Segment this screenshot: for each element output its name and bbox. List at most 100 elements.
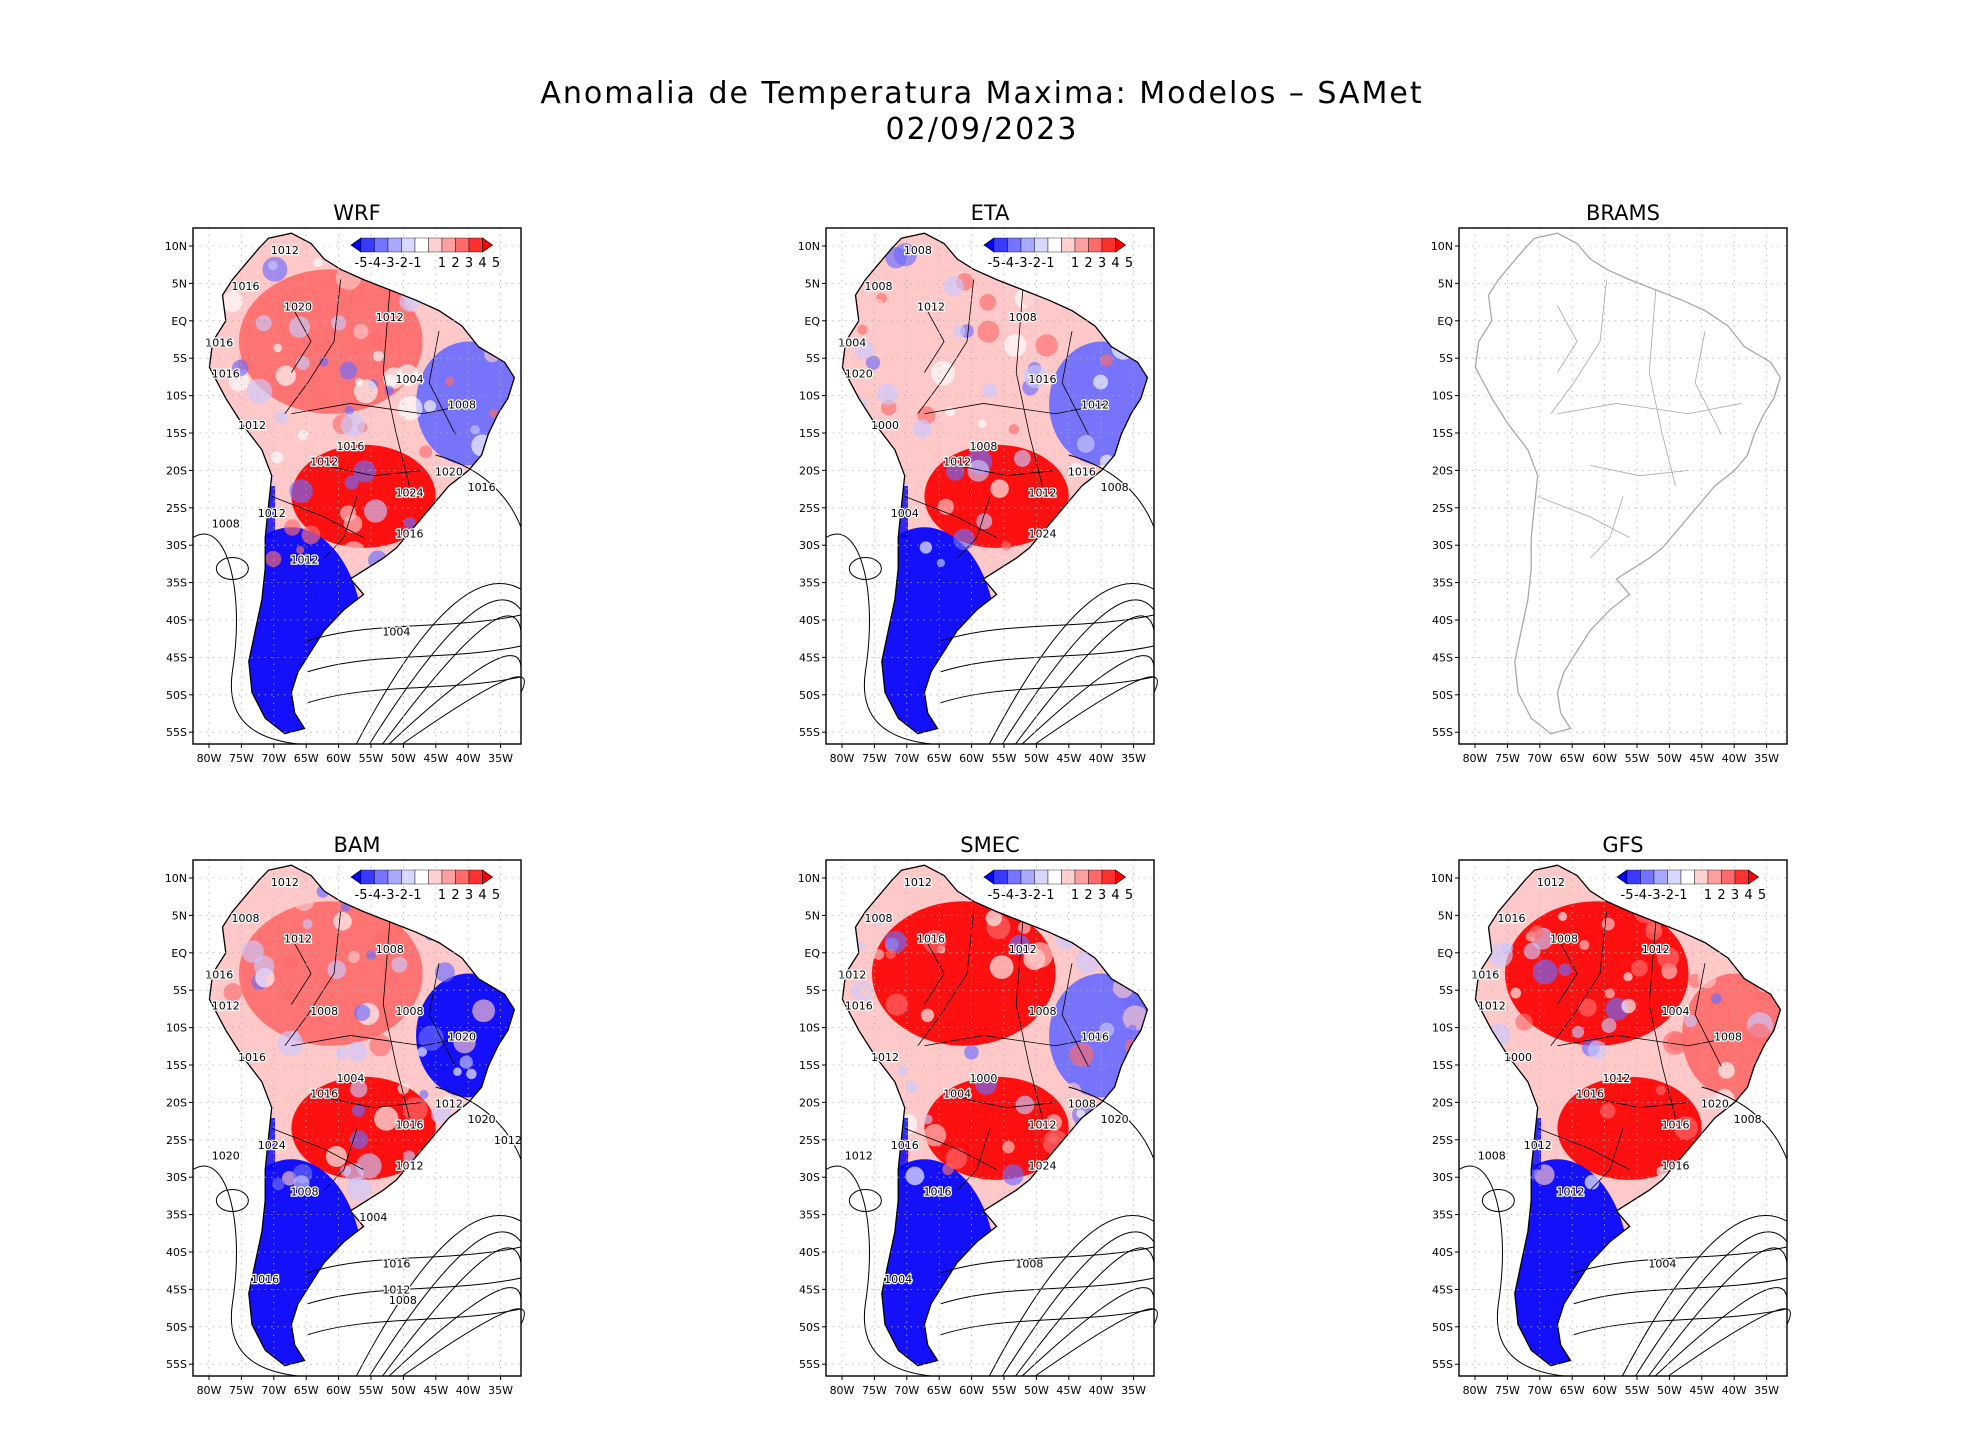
isobar-label: 1016 [395, 1118, 423, 1131]
country-border [1537, 1127, 1630, 1170]
isobar-label: 1012 [395, 1160, 423, 1173]
lat-tick-label: 20S [1432, 1096, 1453, 1109]
isobar-label: 1012 [494, 1134, 522, 1147]
lat-tick-label: 45S [1432, 1283, 1453, 1296]
isobar-label: 1004 [1661, 1005, 1689, 1018]
lon-tick-label: 80W [1463, 752, 1488, 765]
colorbar-label: -2 [395, 888, 408, 903]
country-border [291, 937, 312, 1005]
graticule [1459, 860, 1787, 1376]
colorbar-label: 2 [1717, 888, 1725, 903]
lon-tick-label: 35W [488, 1384, 513, 1397]
graticule [1459, 228, 1787, 744]
lon-tick-label: 45W [1056, 1384, 1081, 1397]
lat-tick-label: 15S [166, 427, 187, 440]
lon-tick-label: 60W [326, 1384, 351, 1397]
isobar-label: 1012 [1602, 1072, 1630, 1085]
lat-tick-label: 5S [173, 984, 187, 997]
colorbar: -5 -4 -3 -2 -1 1 2 3 4 5 [983, 237, 1133, 271]
colorbar-label: 2 [1084, 256, 1092, 271]
country-border [382, 921, 410, 1119]
country-border [1648, 289, 1676, 487]
lat-tick-label: EQ [804, 315, 820, 328]
isobar-label: 1008 [1101, 481, 1129, 494]
lat-tick-label: 10S [1432, 390, 1453, 403]
lat-tick-label: 35S [166, 577, 187, 590]
colorbar-label: 4 [1744, 888, 1752, 903]
lat-tick-label: 45S [799, 651, 820, 664]
colorbar-label: 4 [478, 888, 486, 903]
isobar-label: 1016 [1661, 1160, 1689, 1173]
isobar-label: 1016 [845, 1000, 873, 1013]
lon-tick-label: 60W [1592, 752, 1617, 765]
country-border [1061, 963, 1089, 1067]
lon-tick-label: 40W [1089, 752, 1114, 765]
isobar-label: 1012 [1081, 399, 1109, 412]
country-border [1537, 495, 1630, 538]
lon-tick-label: 60W [326, 752, 351, 765]
lon-tick-label: 55W [359, 1384, 384, 1397]
lon-tick-label: 70W [1527, 752, 1552, 765]
panel-title: BRAMS [1586, 201, 1660, 225]
lon-tick-label: 60W [959, 752, 984, 765]
country-border [917, 279, 974, 414]
isobar-label: 1008 [448, 399, 476, 412]
isobar-label: 1012 [238, 419, 266, 432]
colorbar-label: -1 [1675, 888, 1688, 903]
lat-tick-label: 45S [166, 651, 187, 664]
lon-tick-label: 40W [1089, 1384, 1114, 1397]
lat-tick-label: 55S [799, 1358, 820, 1371]
lat-tick-label: 40S [1432, 614, 1453, 627]
coastline [841, 864, 1149, 1367]
lat-tick-label: 55S [166, 1358, 187, 1371]
isobar-label: 1008 [310, 1005, 338, 1018]
panel-title: BAM [334, 833, 381, 857]
country-border [324, 464, 423, 477]
lon-tick-label: 35W [1121, 752, 1146, 765]
colorbar-label: -5 [988, 256, 1001, 271]
colorbar: -5 -4 -3 -2 -1 1 2 3 4 5 [350, 869, 500, 903]
isobar-label: 1008 [1028, 1005, 1056, 1018]
country-border [284, 279, 341, 414]
isobar-label: 1012 [1028, 1118, 1056, 1131]
isobar-label: 1004 [943, 1087, 971, 1100]
lat-tick-label: 55S [1432, 1358, 1453, 1371]
isobar-label: 1020 [468, 1113, 496, 1126]
isobar-label: 1020 [212, 1149, 240, 1162]
lon-tick-label: 45W [423, 752, 448, 765]
isobar-label: 1016 [468, 481, 496, 494]
lat-tick-label: 30S [166, 1171, 187, 1184]
isobar-label: 1012 [1557, 1185, 1585, 1198]
panel-title: WRF [333, 201, 380, 225]
colorbar-label: 5 [1125, 256, 1133, 271]
lat-tick-label: 45S [799, 1283, 820, 1296]
isobar-label: 1024 [1028, 528, 1056, 541]
lat-tick-label: 55S [799, 726, 820, 739]
colorbar-label: 1 [1071, 256, 1079, 271]
lat-tick-label: 5N [805, 277, 820, 290]
lat-tick-label: 15S [1432, 1059, 1453, 1072]
lat-tick-label: EQ [1437, 315, 1453, 328]
country-border [904, 1127, 997, 1170]
lat-tick-label: 45S [166, 1283, 187, 1296]
country-border [324, 1096, 423, 1109]
colorbar: -5 -4 -3 -2 -1 1 2 3 4 5 [350, 237, 500, 271]
lon-tick-label: 45W [1689, 752, 1714, 765]
isobar-label: 1016 [336, 440, 364, 453]
isobar-label: 1012 [1009, 943, 1037, 956]
lon-tick-label: 35W [1121, 1384, 1146, 1397]
lat-tick-label: 25S [166, 1134, 187, 1147]
lat-tick-label: 5S [806, 984, 820, 997]
isobar-label: 1020 [448, 1031, 476, 1044]
lat-tick-label: 5S [1439, 984, 1453, 997]
isobar-label: 1020 [1101, 1113, 1129, 1126]
colorbar-label: -1 [1042, 256, 1055, 271]
colorbar-label: -3 [382, 256, 395, 271]
colorbar-label: -4 [368, 256, 381, 271]
country-border [323, 496, 358, 559]
isobar-label: 1012 [1524, 1139, 1552, 1152]
lat-tick-label: 25S [166, 502, 187, 515]
colorbar-label: -2 [1028, 256, 1041, 271]
graticule [826, 228, 1154, 744]
lon-tick-label: 55W [1625, 1384, 1650, 1397]
